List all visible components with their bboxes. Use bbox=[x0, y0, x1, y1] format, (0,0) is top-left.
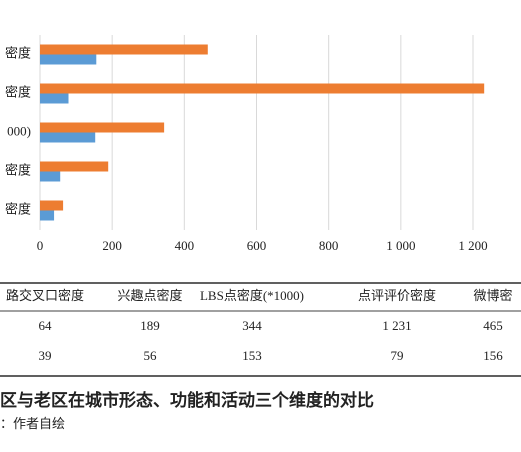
bar bbox=[40, 132, 96, 143]
caption-source: ：作者自绘 bbox=[0, 416, 65, 431]
table-cell: 344 bbox=[242, 318, 262, 333]
y-tick-label: 密度 bbox=[5, 162, 31, 177]
y-tick-label: 密度 bbox=[5, 45, 31, 60]
bar bbox=[40, 210, 55, 221]
table-header: 兴趣点密度 bbox=[117, 288, 182, 303]
table-header: 点评评价密度 bbox=[358, 288, 436, 303]
bar bbox=[40, 54, 97, 65]
x-tick-label: 0 bbox=[37, 238, 44, 253]
bar bbox=[40, 200, 64, 211]
caption-title: 区与老区在城市形态、功能和活动三个维度的对比 bbox=[0, 390, 374, 410]
y-tick-label: 000) bbox=[7, 123, 31, 138]
table-cell: 56 bbox=[144, 348, 158, 363]
table-cell: 64 bbox=[39, 318, 53, 333]
table-cell: 153 bbox=[242, 348, 262, 363]
bar bbox=[40, 161, 109, 172]
table-cell: 39 bbox=[39, 348, 52, 363]
table-header: 路交叉口密度 bbox=[6, 288, 84, 303]
bar bbox=[40, 122, 165, 133]
table-cell: 465 bbox=[483, 318, 503, 333]
bar bbox=[40, 93, 69, 104]
y-tick-label: 密度 bbox=[5, 84, 31, 99]
x-tick-label: 1 200 bbox=[458, 238, 487, 253]
table-cell: 156 bbox=[483, 348, 503, 363]
x-tick-label: 800 bbox=[319, 238, 339, 253]
table-cell: 79 bbox=[391, 348, 404, 363]
table-cell: 189 bbox=[140, 318, 160, 333]
x-tick-label: 400 bbox=[175, 238, 195, 253]
table-header: LBS点密度(*1000) bbox=[200, 288, 304, 303]
bar bbox=[40, 44, 208, 55]
bar bbox=[40, 83, 485, 94]
x-tick-label: 200 bbox=[102, 238, 122, 253]
x-tick-label: 600 bbox=[247, 238, 267, 253]
x-tick-label: 1 000 bbox=[386, 238, 415, 253]
y-tick-label: 密度 bbox=[5, 201, 31, 216]
table-header: 微博密 bbox=[473, 288, 512, 303]
bar bbox=[40, 171, 61, 182]
table-cell: 1 231 bbox=[382, 318, 411, 333]
